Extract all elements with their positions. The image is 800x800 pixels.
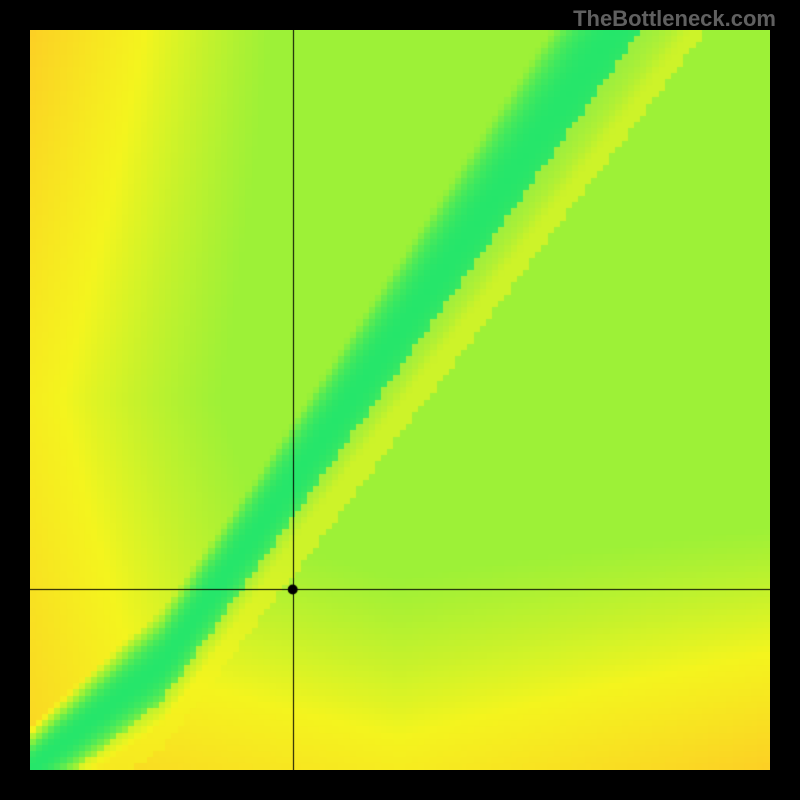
chart-container: TheBottleneck.com <box>0 0 800 800</box>
watermark-text: TheBottleneck.com <box>573 6 776 32</box>
bottleneck-heatmap <box>30 30 770 770</box>
